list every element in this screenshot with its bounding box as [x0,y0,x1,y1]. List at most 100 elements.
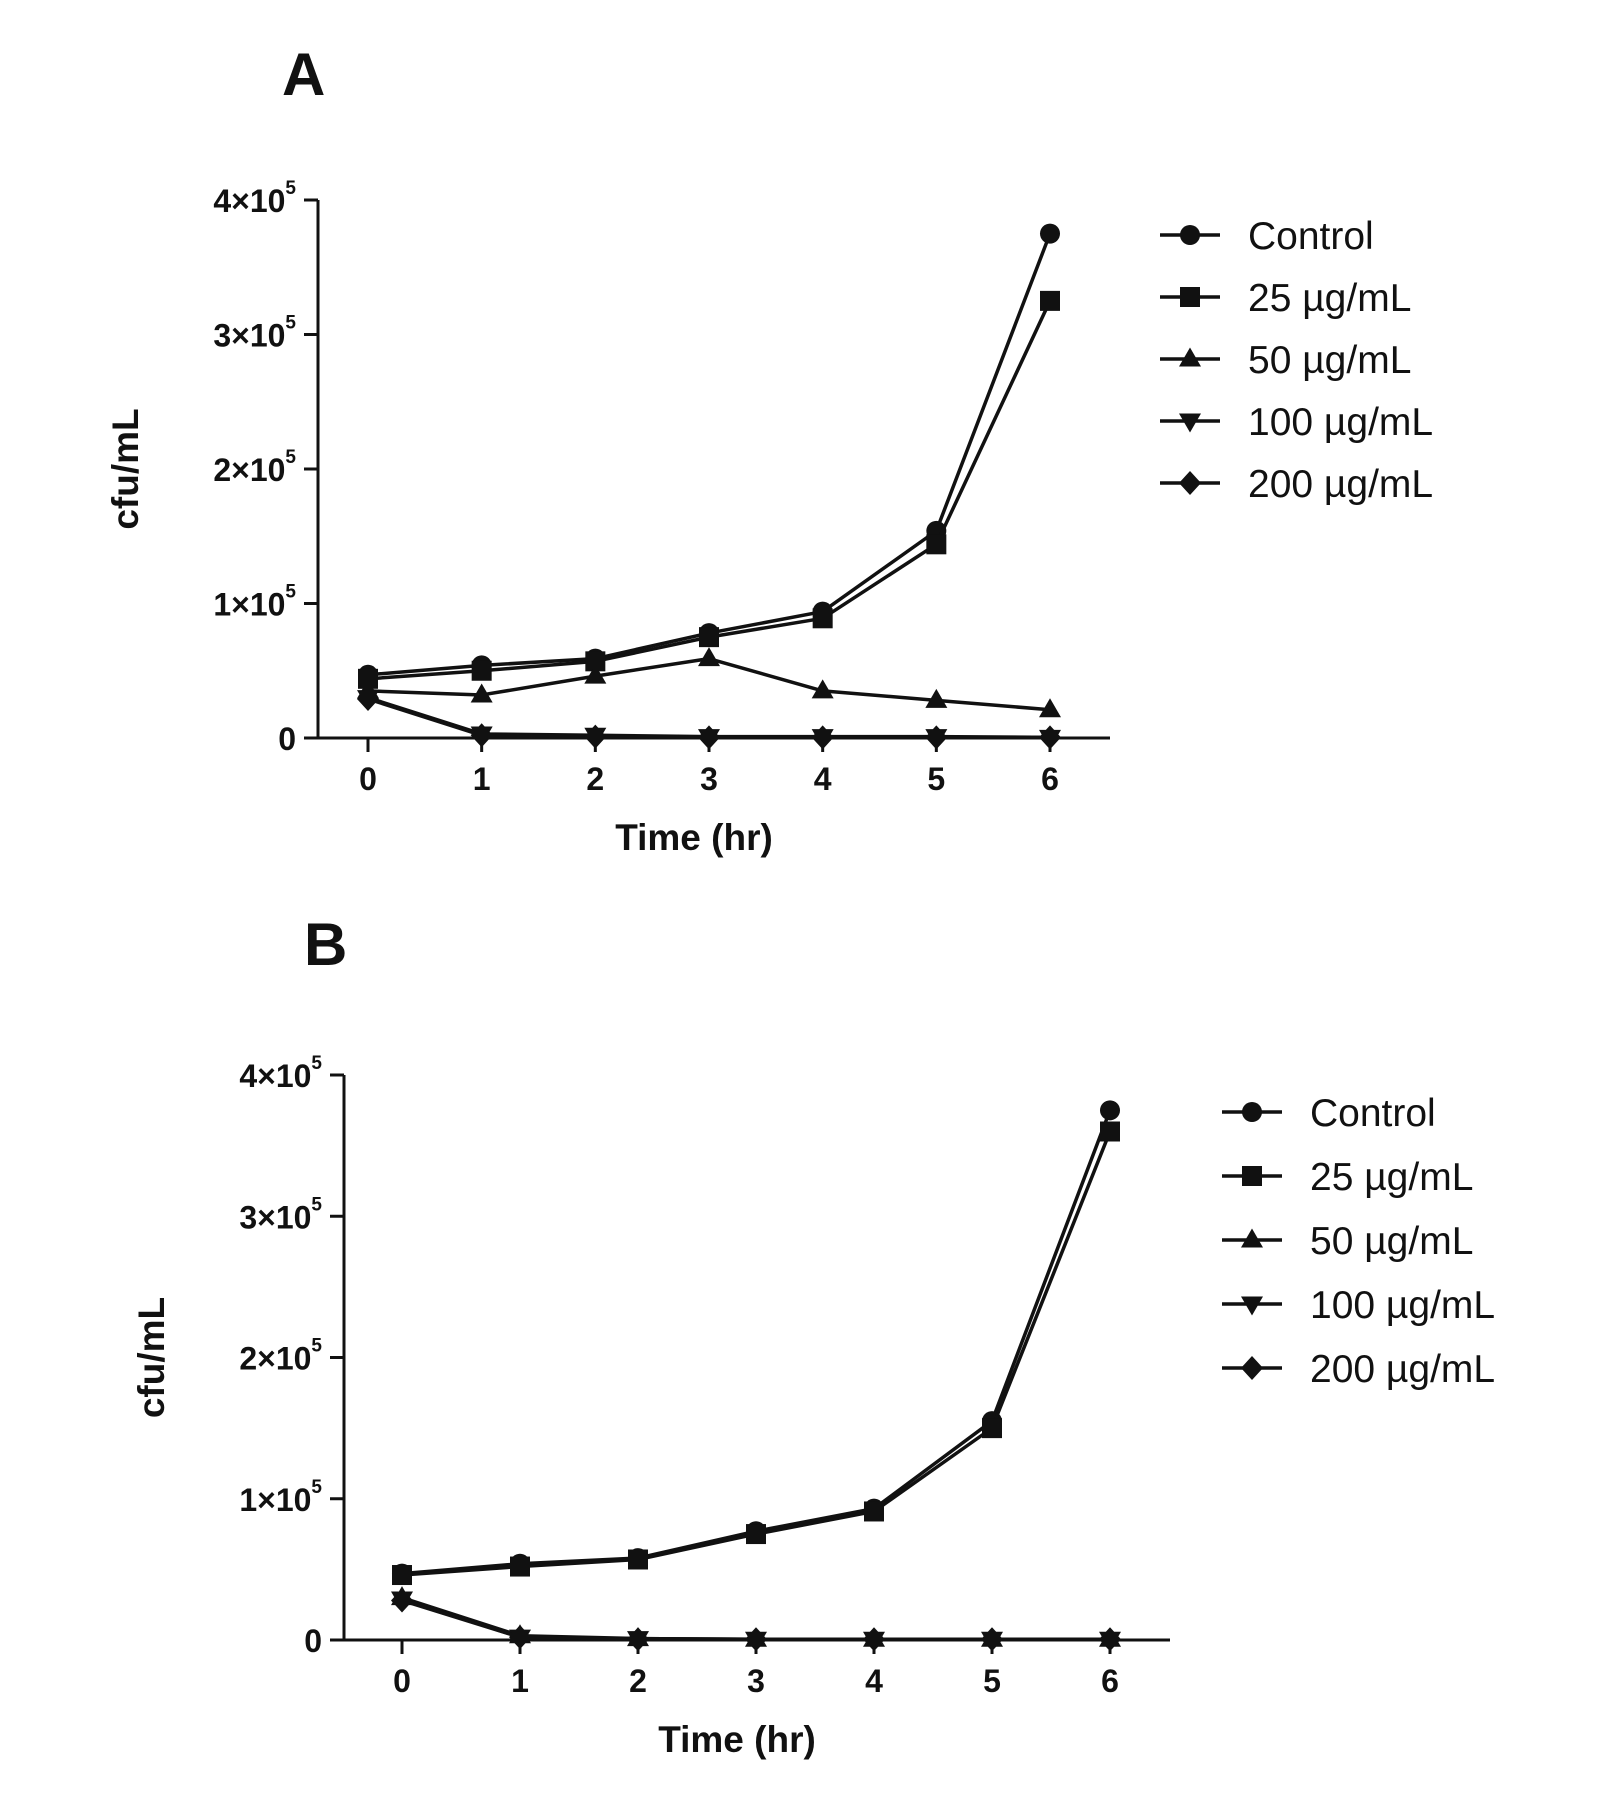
data-point [357,686,379,711]
data-point [1100,1121,1120,1142]
x-tick-label: 5 [983,1663,1001,1699]
legend-item: 100 µg/mL [1222,1284,1495,1327]
legend-label: Control [1248,215,1374,258]
legend-label: 200 µg/mL [1248,463,1433,506]
y-tick-label: 3×105 [213,313,296,354]
data-point [811,679,834,699]
x-tick-label: 3 [700,761,718,797]
data-point [358,668,378,689]
data-point [746,1524,766,1545]
series-triangle-up [357,647,1061,718]
data-point [982,1418,1002,1439]
series-line [401,1130,1112,1577]
legend-marker [1179,413,1201,433]
legend-marker [1180,225,1200,245]
series-square [392,1121,1120,1586]
chart-panel-b: B 0 1×105 2×105 3×105 4×105 0 1 2 3 4 5 6 Time (hr) cf… [131,911,1495,1760]
series-square [358,290,1060,689]
legend-label: 25 µg/mL [1310,1156,1473,1199]
legend-label: 100 µg/mL [1310,1284,1495,1327]
legend-marker [1241,1228,1263,1248]
legend-label: 100 µg/mL [1248,401,1433,444]
data-point [1040,290,1060,311]
x-axis-title: Time (hr) [615,817,773,858]
data-point [698,725,720,750]
y-axis-title: cfu/mL [131,1297,172,1418]
legend-item: 25 µg/mL [1160,277,1411,320]
y-tick-label: 2×105 [213,447,296,488]
x-tick-label: 4 [865,1663,883,1699]
data-point [699,627,719,648]
data-point [1039,698,1061,718]
x-tick-label: 1 [473,761,491,797]
legend-label: 50 µg/mL [1248,339,1411,382]
x-tick-label: 6 [1101,1663,1119,1699]
data-point [1100,1100,1120,1121]
y-tick-label: 4×105 [213,178,296,219]
data-point [471,660,492,681]
data-point [392,1565,412,1586]
chart-panel-a: A 0 1×105 2×105 3×105 4×105 0 1 2 3 4 5 6 Time (hr) cf… [105,41,1433,858]
data-point [1099,1627,1121,1652]
legend-marker [1242,1166,1262,1186]
data-point [470,723,493,748]
data-point [584,664,607,684]
x-tick-label: 2 [629,1663,647,1699]
legend-item: 100 µg/mL [1160,401,1433,444]
data-point [745,1627,767,1652]
legend-label: 50 µg/mL [1310,1220,1473,1263]
panel-letter: A [282,41,325,108]
x-tick-label: 1 [511,1663,529,1699]
y-tick-label: 4×105 [239,1053,322,1094]
legend: Control 25 µg/mL 50 µg/mL 100 µg/mL 200 µg/m… [1160,215,1433,506]
data-point [811,725,834,750]
data-point [627,1627,649,1652]
legend-item: 200 µg/mL [1222,1348,1495,1391]
legend-item: 50 µg/mL [1160,339,1411,382]
data-point [510,1556,530,1577]
series-line [367,300,1052,681]
x-tick-label: 0 [393,1663,411,1699]
y-tick-label: 1×105 [213,582,296,623]
series-circle [392,1100,1120,1584]
legend-marker [1179,471,1201,495]
x-tick-label: 5 [927,761,945,797]
y-tick-label: 3×105 [239,1194,322,1235]
y-tick-label: 1×105 [239,1477,322,1518]
x-tick-label: 4 [814,761,832,797]
data-point [584,724,607,749]
data-point [981,1627,1003,1652]
y-tick-label: 0 [278,721,296,757]
legend-marker [1179,347,1201,367]
data-point [628,1549,648,1570]
data-point [1040,223,1060,244]
series-diamond [391,1588,1121,1652]
x-tick-label: 6 [1041,761,1059,797]
legend: Control 25 µg/mL 50 µg/mL 100 µg/mL 200 µg/m… [1222,1092,1495,1391]
legend-marker [1180,287,1200,307]
legend-item: Control [1222,1092,1436,1135]
legend-item: Control [1160,215,1374,258]
panel-letter: B [304,911,347,978]
legend-item: 25 µg/mL [1222,1156,1473,1199]
data-point [509,1625,531,1650]
data-point [812,608,833,629]
data-point [585,651,606,672]
y-tick-label: 0 [304,1623,322,1659]
data-point [1039,725,1061,750]
x-tick-label: 3 [747,1663,765,1699]
legend-marker [1241,1296,1263,1316]
data-point [864,1501,884,1522]
data-point [863,1627,885,1652]
x-tick-label: 2 [586,761,604,797]
series-diamond [357,686,1061,750]
legend-label: 200 µg/mL [1310,1348,1495,1391]
x-tick-label: 0 [359,761,377,797]
legend-marker [1242,1102,1262,1122]
series-line [367,232,1052,677]
series-circle [358,223,1060,685]
data-point [698,647,720,667]
data-point [926,534,947,555]
legend-label: 25 µg/mL [1248,277,1411,320]
legend-item: 200 µg/mL [1160,463,1433,506]
